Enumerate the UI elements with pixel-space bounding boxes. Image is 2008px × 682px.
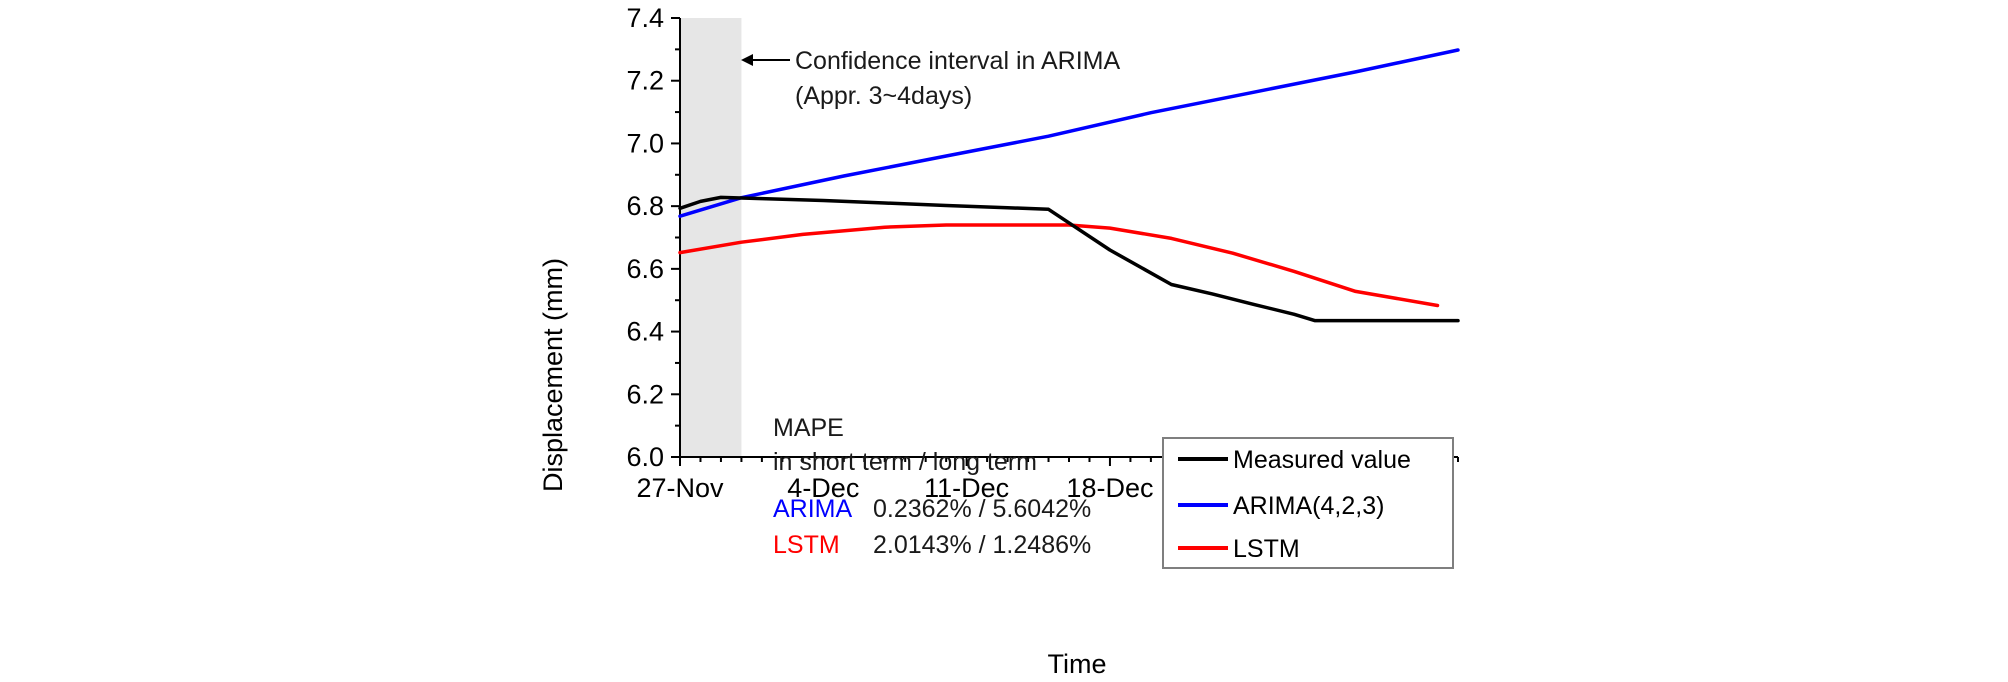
legend-label-arima: ARIMA(4,2,3) bbox=[1233, 492, 1384, 520]
confidence-annotation-line1: Confidence interval in ARIMA bbox=[795, 47, 1120, 75]
confidence-annotation-line2: (Appr. 3~4days) bbox=[795, 82, 972, 110]
legend-label-measured: Measured value bbox=[1233, 446, 1411, 474]
confidence-interval-region bbox=[680, 18, 742, 457]
y-tick-label: 7.0 bbox=[626, 128, 664, 158]
annotation-arrowhead bbox=[741, 54, 753, 66]
mape-annotation: MAPE in short term / long term ARIMA 0.2… bbox=[773, 414, 1091, 559]
legend: Measured value ARIMA(4,2,3) LSTM bbox=[1162, 437, 1454, 569]
y-tick-label: 6.2 bbox=[626, 379, 664, 409]
y-axis-title: Displacement (mm) bbox=[538, 258, 568, 492]
legend-label-lstm: LSTM bbox=[1233, 535, 1300, 563]
x-tick-label: 11-Dec bbox=[924, 473, 1009, 503]
mape-subtitle: in short term / long term bbox=[773, 448, 1037, 476]
y-tick-label: 7.2 bbox=[626, 66, 664, 96]
mape-arima-values: 0.2362% / 5.6042% bbox=[873, 495, 1091, 523]
confidence-annotation: Confidence interval in ARIMA (Appr. 3~4d… bbox=[741, 47, 1120, 110]
series-line-measured-value bbox=[678, 195, 1460, 323]
y-axis-ticks: 6.0 6.2 6.4 6.6 6.8 7.0 7.2 7.4 bbox=[626, 3, 680, 472]
mape-lstm-values: 2.0143% / 1.2486% bbox=[873, 531, 1091, 559]
x-tick-label: 4-Dec bbox=[787, 473, 859, 503]
y-tick-label: 7.4 bbox=[626, 3, 664, 33]
mape-lstm-label: LSTM bbox=[773, 531, 840, 559]
x-tick-label: 27-Nov bbox=[636, 473, 724, 503]
series-line-arima-4-2-3 bbox=[678, 48, 1460, 218]
y-tick-label: 6.8 bbox=[626, 191, 664, 221]
y-tick-label: 6.0 bbox=[626, 442, 664, 472]
x-axis-title: Time bbox=[1048, 649, 1107, 679]
mape-arima-label: ARIMA bbox=[773, 495, 853, 523]
series-layer bbox=[678, 48, 1460, 323]
y-tick-label: 6.4 bbox=[626, 317, 664, 347]
series-line-lstm bbox=[678, 223, 1440, 308]
mape-title: MAPE bbox=[773, 414, 844, 442]
y-tick-label: 6.6 bbox=[626, 254, 664, 284]
x-tick-label: 18-Dec bbox=[1066, 473, 1153, 503]
